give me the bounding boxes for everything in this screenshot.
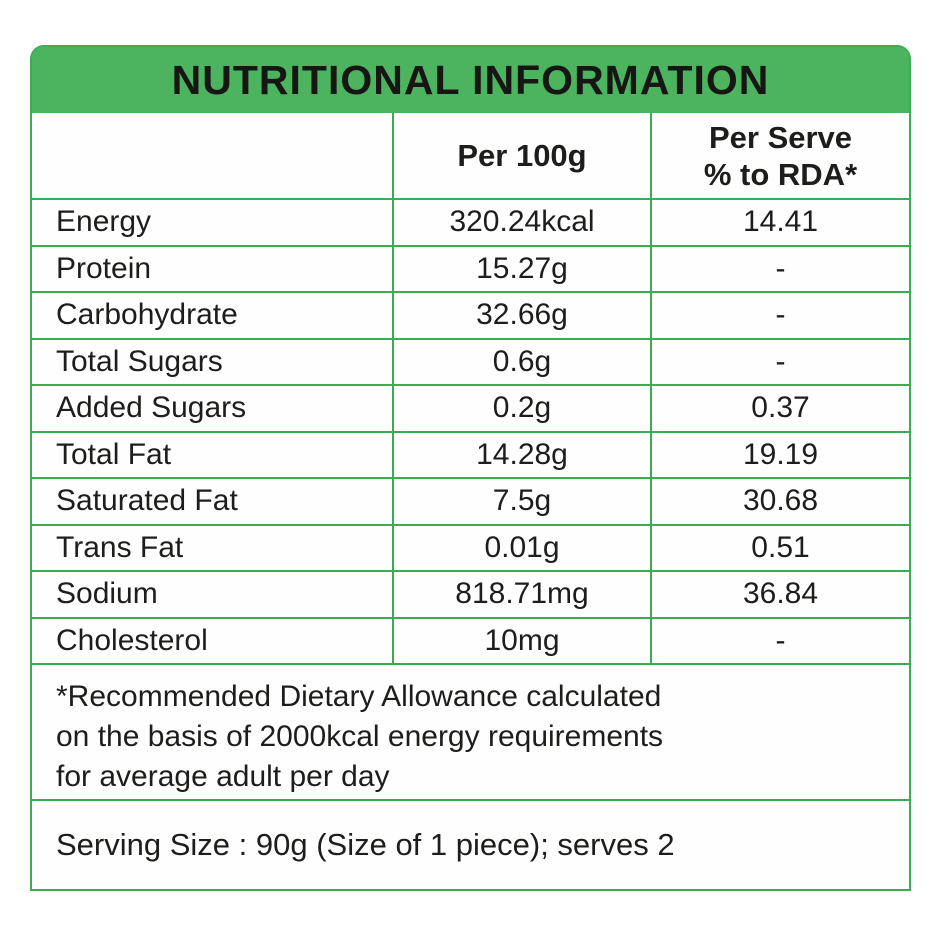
rda-footnote-line2: on the basis of 2000kcal energy requirem… (56, 720, 664, 753)
row-label: Protein (32, 244, 392, 292)
row-per-serve-rda: - (650, 616, 909, 663)
row-per-100g: 818.71mg (392, 570, 650, 617)
row-per-serve-rda: 30.68 (650, 477, 909, 524)
header-blank-cell (32, 113, 392, 198)
header-per-100g: Per 100g (392, 113, 650, 198)
row-label: Total Sugars (32, 337, 392, 385)
row-label: Energy (32, 198, 392, 245)
rda-footnote-line1: *Recommended Dietary Allowance calculate… (56, 680, 662, 713)
row-per-serve-rda: 0.37 (650, 384, 909, 431)
serving-size-text: Serving Size : 90g (Size of 1 piece); se… (56, 827, 675, 862)
rda-footnote-line3: for average adult per day (56, 760, 390, 793)
row-per-serve-rda: - (650, 291, 909, 338)
serving-size-row: Serving Size : 90g (Size of 1 piece); se… (32, 799, 909, 889)
row-label: Cholesterol (32, 616, 392, 664)
row-per-serve-rda: 19.19 (650, 430, 909, 477)
row-per-100g: 0.01g (392, 523, 650, 570)
header-per-serve-rda: Per Serve % to RDA* (650, 113, 909, 198)
row-per-serve-rda: 0.51 (650, 523, 909, 570)
row-per-serve-rda: 14.41 (650, 198, 909, 245)
row-per-100g: 10mg (392, 616, 650, 663)
row-per-serve-rda: - (650, 244, 909, 291)
row-label: Saturated Fat (32, 477, 392, 524)
row-per-serve-rda: - (650, 337, 909, 384)
row-label: Carbohydrate (32, 291, 392, 338)
page-title: NUTRITIONAL INFORMATION (171, 56, 770, 103)
row-per-100g: 15.27g (392, 244, 650, 291)
row-per-serve-rda: 36.84 (650, 570, 909, 617)
row-label: Total Fat (32, 430, 392, 478)
header-per-serve-line1: Per Serve (708, 119, 853, 155)
row-per-100g: 7.5g (392, 477, 650, 524)
title-band: NUTRITIONAL INFORMATION (32, 47, 909, 113)
row-label: Added Sugars (32, 384, 392, 431)
row-per-100g: 32.66g (392, 291, 650, 338)
nutrition-table: Per 100g Per Serve % to RDA* Energy 320.… (32, 113, 909, 663)
header-per-serve-line2: % to RDA* (703, 156, 858, 192)
row-per-100g: 0.2g (392, 384, 650, 431)
row-per-100g: 14.28g (392, 430, 650, 477)
row-per-100g: 0.6g (392, 337, 650, 384)
row-label: Sodium (32, 570, 392, 617)
row-per-100g: 320.24kcal (392, 198, 650, 245)
rda-footnote: *Recommended Dietary Allowance calculate… (32, 663, 909, 799)
nutrition-label-card: NUTRITIONAL INFORMATION Per 100g Per Ser… (30, 45, 911, 891)
row-label: Trans Fat (32, 523, 392, 571)
